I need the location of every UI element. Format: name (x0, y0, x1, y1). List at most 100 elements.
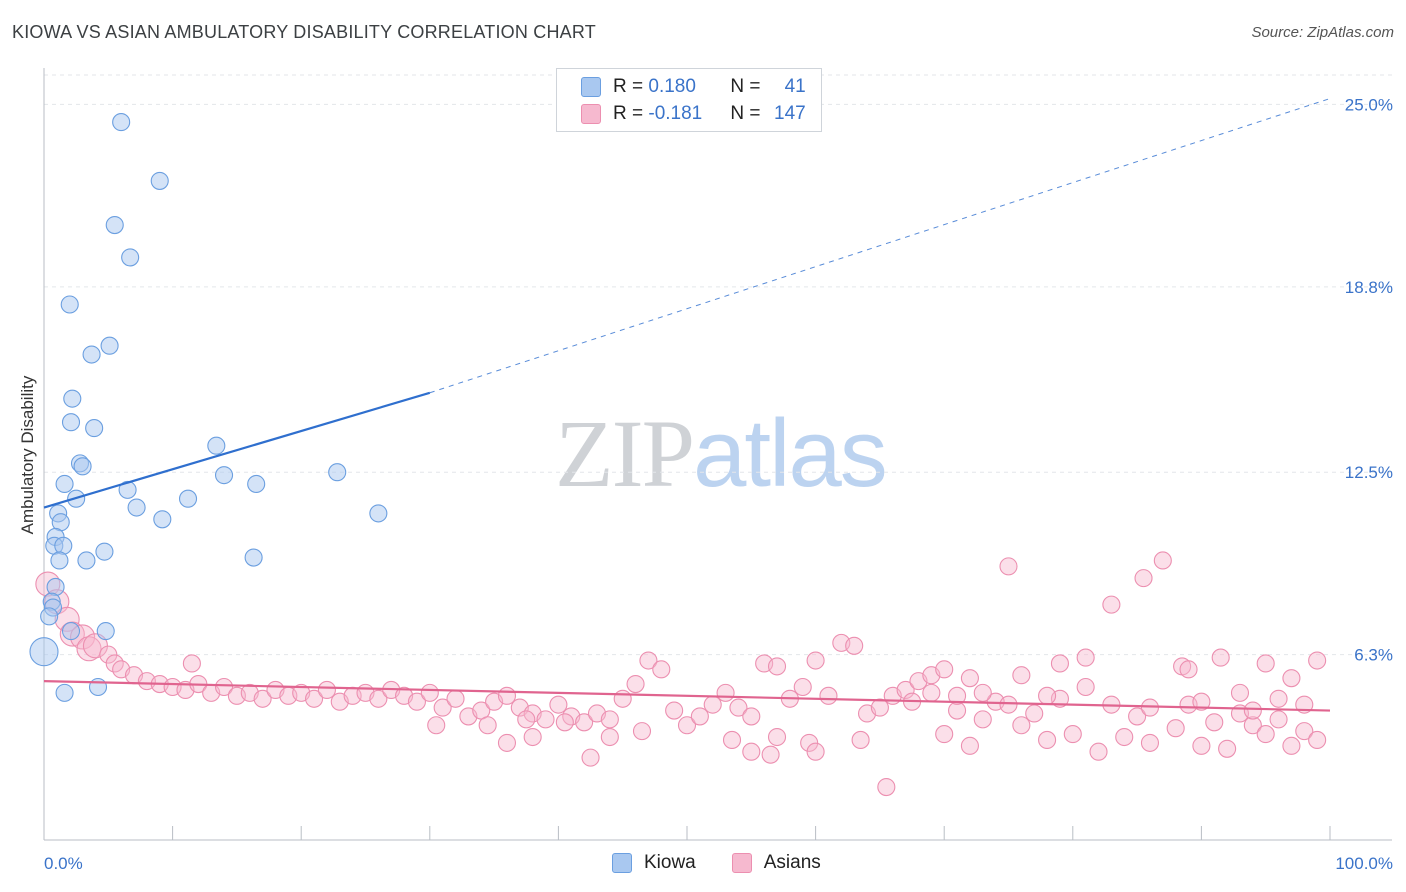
y-tick-label-3: 25.0% (1345, 95, 1393, 114)
asians-point-99 (1269, 710, 1288, 729)
asians-point-133 (922, 683, 941, 702)
asians-point-112 (523, 727, 542, 747)
asians-point-7 (99, 645, 118, 664)
asians-point-129 (1076, 677, 1095, 697)
y-tick-label-1: 12.5% (1345, 463, 1393, 482)
series-legend: Kiowa Asians (612, 852, 857, 874)
asians-point-57 (729, 698, 748, 717)
asians-point-102 (1308, 730, 1327, 750)
asians-point-113 (497, 733, 517, 752)
asians-point-47 (600, 710, 619, 729)
asians-point-66 (845, 636, 864, 655)
asians-point-81 (1038, 730, 1057, 750)
kiowa-point-1 (150, 171, 169, 190)
asians-point-126 (1308, 651, 1327, 670)
watermark-atlas: atlas (693, 400, 888, 507)
y-tick-label-2: 18.8% (1345, 278, 1393, 297)
asians-point-115 (478, 716, 497, 735)
asians-point-64 (819, 686, 838, 705)
asians-point-127 (1134, 569, 1153, 588)
asians-point-136 (973, 683, 992, 702)
kiowa-point-0 (112, 113, 131, 132)
kiowa-point-13 (328, 463, 347, 482)
asians-point-83 (1063, 725, 1082, 744)
asians-point-50 (639, 651, 658, 670)
asians-r-value: -0.181 (648, 103, 703, 124)
kiowa-point-38 (29, 637, 59, 667)
asians-point-128 (1012, 666, 1031, 685)
asians-point-43 (549, 695, 568, 714)
kiowa-point-2 (105, 216, 124, 235)
asians-point-122 (1050, 654, 1069, 673)
kiowa-point-17 (118, 480, 137, 499)
asians-point-132 (1179, 660, 1198, 679)
asians-point-85 (1089, 742, 1108, 761)
kiowa-point-22 (369, 504, 388, 523)
asians-point-20 (253, 689, 272, 708)
asians-point-91 (1166, 719, 1185, 738)
asians-point-131 (1282, 669, 1301, 688)
stats-legend: R = 0.180 N = 41 R = -0.181 N = 147 (556, 68, 822, 132)
kiowa-point-10 (207, 436, 226, 455)
asians-point-33 (420, 683, 439, 702)
kiowa-point-36 (61, 622, 81, 641)
asians-point-24 (305, 689, 324, 708)
asians-point-45 (575, 713, 594, 732)
asians-point-68 (870, 698, 889, 717)
asians-point-29 (369, 689, 388, 708)
kiowa-point-35 (40, 607, 59, 626)
chart-title: KIOWA VS ASIAN AMBULATORY DISABILITY COR… (12, 22, 596, 42)
asians-point-141 (1192, 692, 1211, 711)
kiowa-point-7 (63, 389, 82, 408)
kiowa-point-6 (82, 345, 101, 364)
asians-n-value: 147 (774, 103, 806, 124)
asians-point-101 (1295, 722, 1314, 741)
asians-point-51 (652, 660, 671, 679)
asians-point-117 (517, 710, 536, 729)
asians-point-86 (1102, 595, 1121, 614)
kiowa-point-9 (85, 419, 104, 438)
watermark: ZIPatlas (555, 398, 888, 509)
asians-point-137 (999, 695, 1018, 714)
kiowa-point-16 (55, 474, 74, 494)
kiowa-r-value: 0.180 (648, 76, 696, 97)
kiowa-swatch (581, 77, 601, 97)
asians-point-143 (1269, 689, 1288, 708)
asians-point-58 (742, 707, 761, 726)
watermark-zip: ZIP (555, 400, 695, 507)
asians-point-103 (581, 748, 600, 767)
kiowa-point-4 (60, 295, 79, 314)
asians-point-145 (182, 654, 201, 673)
asians-point-75 (960, 669, 979, 688)
asians-point-25 (317, 680, 336, 699)
asians-point-53 (677, 716, 697, 735)
kiowa-point-23 (153, 510, 172, 529)
asians-point-32 (407, 692, 426, 711)
asians-point-56 (716, 683, 735, 702)
asians-point-108 (851, 730, 870, 750)
asians-n-label: N = (730, 103, 766, 124)
asians-point-48 (613, 689, 632, 708)
asians-point-114 (427, 716, 446, 735)
asians-point-84 (1076, 648, 1095, 667)
asians-point-89 (1140, 733, 1160, 752)
asians-point-90 (1153, 551, 1172, 570)
kiowa-point-5 (100, 336, 119, 355)
asians-point-105 (722, 730, 742, 750)
asians-point-142 (1243, 701, 1262, 720)
asians-point-98 (1256, 725, 1275, 744)
kiowa-trend-extension (429, 98, 1331, 394)
x-tick-label-0: 0.0% (44, 854, 83, 873)
asians-point-120 (935, 725, 954, 744)
asians-point-135 (948, 686, 967, 705)
asians-point-110 (761, 745, 780, 764)
asians-point-116 (555, 713, 574, 732)
asians-point-121 (960, 736, 979, 755)
asians-point-17 (214, 677, 234, 697)
asians-point-62 (793, 677, 812, 697)
asians-point-87 (1115, 727, 1134, 747)
asians-point-76 (973, 710, 992, 729)
legend-row-kiowa: R = 0.180 N = 41 (581, 74, 806, 100)
kiowa-trend-line (43, 391, 431, 509)
